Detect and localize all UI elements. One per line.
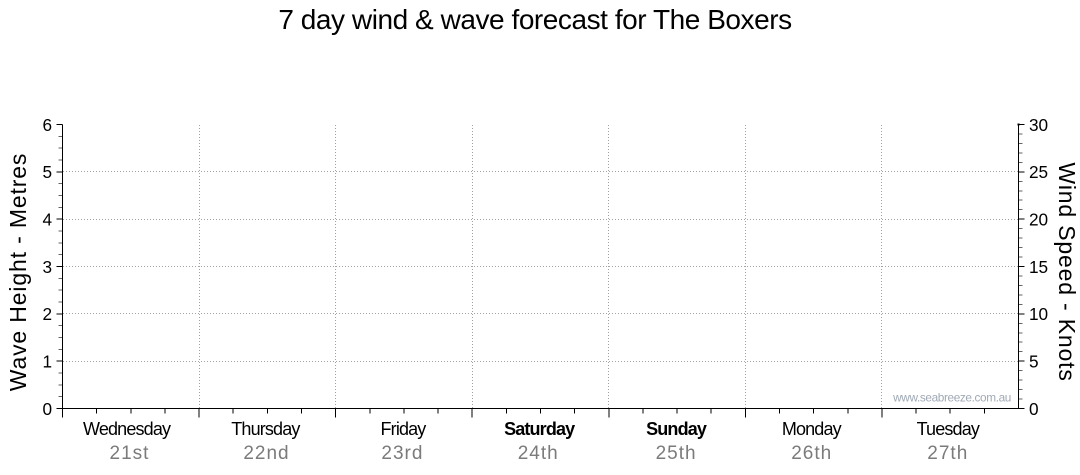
svg-text:Wednesday: Wednesday	[83, 419, 171, 439]
svg-text:5: 5	[42, 162, 52, 182]
svg-text:26th: 26th	[791, 443, 832, 464]
svg-text:Friday: Friday	[381, 419, 427, 439]
svg-text:2: 2	[42, 304, 52, 324]
svg-text:Monday: Monday	[782, 419, 842, 439]
svg-text:25: 25	[1029, 162, 1048, 182]
svg-text:Sunday: Sunday	[646, 419, 707, 439]
svg-text:www.seabreeze.com.au: www.seabreeze.com.au	[892, 391, 1011, 405]
svg-text:20: 20	[1029, 210, 1048, 230]
svg-text:6: 6	[42, 115, 52, 135]
svg-text:4: 4	[42, 210, 52, 230]
svg-text:23rd: 23rd	[381, 443, 423, 464]
svg-text:24th: 24th	[518, 443, 559, 464]
svg-text:25th: 25th	[656, 443, 697, 464]
svg-text:5: 5	[1029, 352, 1039, 372]
svg-text:0: 0	[42, 399, 52, 419]
svg-text:30: 30	[1029, 115, 1048, 135]
svg-text:Wave Height - Metres: Wave Height - Metres	[5, 153, 31, 392]
svg-text:22nd: 22nd	[243, 443, 289, 464]
svg-text:Thursday: Thursday	[231, 419, 300, 439]
svg-text:21st: 21st	[110, 443, 150, 464]
svg-text:Tuesday: Tuesday	[917, 419, 980, 439]
svg-text:10: 10	[1029, 304, 1048, 324]
svg-text:27th: 27th	[927, 443, 968, 464]
svg-text:3: 3	[42, 257, 52, 277]
svg-text:1: 1	[42, 352, 52, 372]
svg-text:Saturday: Saturday	[504, 419, 575, 439]
svg-text:7 day wind & wave forecast for: 7 day wind & wave forecast for The Boxer…	[278, 4, 791, 35]
svg-text:15: 15	[1029, 257, 1048, 277]
svg-text:0: 0	[1029, 399, 1039, 419]
svg-text:Wind Speed - Knots: Wind Speed - Knots	[1054, 162, 1080, 381]
